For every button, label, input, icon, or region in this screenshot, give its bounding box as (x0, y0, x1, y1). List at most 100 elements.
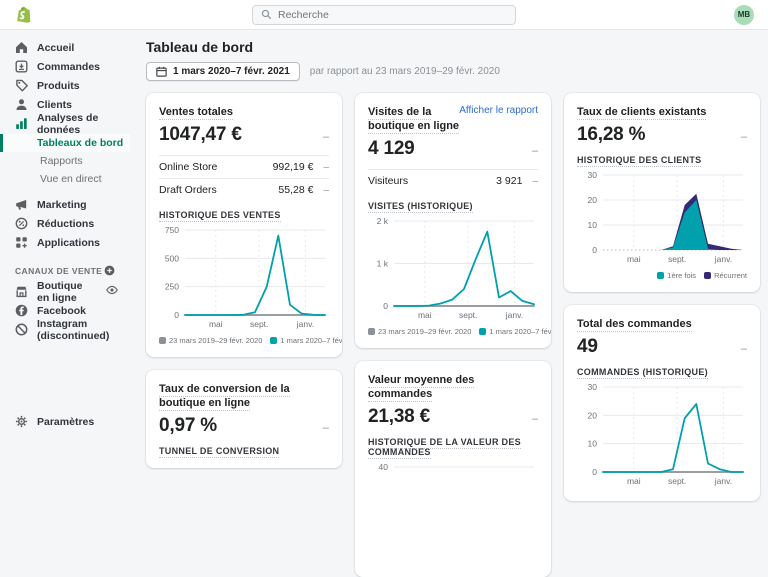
search-icon (261, 9, 272, 20)
metric-delta: – (322, 422, 329, 434)
gear-icon (15, 415, 28, 428)
svg-text:20: 20 (588, 195, 598, 205)
metric-title[interactable]: Taux de conversion de la boutique en lig… (159, 383, 290, 411)
date-range-button[interactable]: 1 mars 2020–7 févr. 2021 (146, 62, 300, 81)
analytics-icon (15, 117, 28, 130)
sidebar-subitem-vue-en-direct[interactable]: Vue en direct (40, 173, 102, 185)
svg-text:20: 20 (588, 410, 598, 420)
svg-text:750: 750 (165, 225, 179, 235)
sidebar-item-marketing[interactable]: Marketing (0, 195, 130, 214)
metric-value: 16,28 % (577, 124, 646, 145)
add-channel-icon[interactable] (104, 265, 115, 276)
svg-text:mai: mai (209, 319, 223, 329)
sidebar-item-reductions[interactable]: Réductions (0, 214, 130, 233)
search-bar[interactable] (252, 4, 516, 25)
analytics-subnav: Tableaux de bord Rapports Vue en direct (0, 134, 130, 188)
visits-history-chart: 0 1 k 2 k mai sept. janv. (368, 216, 538, 323)
metric-delta: – (740, 131, 747, 143)
sales-channels-header: CANAUX DE VENTE (15, 265, 115, 276)
avatar[interactable]: MB (734, 4, 754, 25)
sidebar-item-analyses[interactable]: Analyses de données (0, 112, 130, 136)
section-title[interactable]: TUNNEL DE CONVERSION (159, 446, 280, 458)
orders-icon (15, 60, 28, 73)
sidebar-item-produits[interactable]: Produits (0, 76, 130, 95)
svg-text:0: 0 (383, 301, 388, 311)
card-returning-customer-rate: Taux de clients existants 16,28 % – HIST… (564, 93, 760, 292)
svg-text:mai: mai (418, 310, 432, 320)
view-report-link[interactable]: Afficher le rapport (459, 105, 538, 116)
svg-text:janv.: janv. (296, 319, 314, 329)
sidebar-item-parametres[interactable]: Paramètres (0, 412, 130, 431)
svg-text:sept.: sept. (668, 476, 686, 486)
discounts-icon (15, 217, 28, 230)
section-title[interactable]: HISTORIQUE DES CLIENTS (577, 155, 702, 167)
metric-value: 1047,47 € (159, 124, 242, 145)
metric-value: 4 129 (368, 138, 415, 159)
sidebar-item-instagram-discontinued[interactable]: Instagram (discontinued) (0, 318, 130, 342)
svg-text:10: 10 (588, 439, 598, 449)
svg-text:40: 40 (379, 462, 389, 472)
breakdown-row: Draft Orders 55,28 € – (159, 178, 329, 201)
metric-delta: – (531, 413, 538, 425)
metric-title[interactable]: Taux de clients existants (577, 106, 707, 120)
sidebar-item-boutique-en-ligne[interactable]: Boutique en ligne (0, 280, 130, 304)
facebook-icon (15, 304, 28, 317)
metric-value: 21,38 € (368, 406, 430, 427)
svg-text:0: 0 (174, 310, 179, 320)
legend-item: 23 mars 2019–29 févr. 2020 (159, 336, 262, 345)
customers-icon (15, 98, 28, 111)
calendar-icon (156, 66, 167, 77)
sidebar-subitem-rapports[interactable]: Rapports (40, 155, 83, 167)
svg-text:500: 500 (165, 253, 179, 263)
metric-delta: – (531, 145, 538, 157)
metric-title[interactable]: Ventes totales (159, 106, 233, 120)
main-content: Tableau de bord 1 mars 2020–7 févr. 2021… (130, 30, 768, 577)
chart-legend: 23 mars 2019–29 févr. 2020 1 mars 2020–7 … (368, 327, 551, 336)
chart-legend: 1ère fois Récurrent (577, 271, 747, 280)
legend-item: 1 mars 2020–7 févr. 2021 (270, 336, 342, 345)
search-input[interactable] (278, 8, 507, 21)
svg-text:30: 30 (588, 170, 598, 180)
svg-text:mai: mai (627, 254, 641, 264)
sales-history-chart: 0 250 500 750 mai sept. janv. (159, 225, 329, 332)
sidebar-item-commandes[interactable]: Commandes (0, 57, 130, 76)
legend-item: 1 mars 2020–7 févr. 2021 (479, 327, 551, 336)
svg-text:1 k: 1 k (377, 259, 389, 269)
page-title: Tableau de bord (146, 39, 254, 55)
section-title[interactable]: VISITES (HISTORIQUE) (368, 201, 473, 213)
metric-delta: – (322, 131, 329, 143)
svg-text:sept.: sept. (668, 254, 686, 264)
comparison-range-label: par rapport au 23 mars 2019–29 févr. 202… (309, 66, 500, 77)
order-value-history-chart: 40 (368, 462, 538, 565)
sidebar-item-facebook[interactable]: Facebook (0, 301, 130, 320)
card-total-sales: Ventes totales 1047,47 € – Online Store … (146, 93, 342, 357)
sidebar-item-applications[interactable]: Applications (0, 233, 130, 252)
section-title[interactable]: HISTORIQUE DE LA VALEUR DES COMMANDES (368, 437, 521, 459)
sidebar-item-clients[interactable]: Clients (0, 95, 130, 114)
orders-history-chart: 0 10 20 30 mai sept. janv. (577, 382, 747, 489)
metric-title[interactable]: Valeur moyenne des commandes (368, 374, 475, 402)
legend-item: 23 mars 2019–29 févr. 2020 (368, 327, 471, 336)
products-icon (15, 79, 28, 92)
svg-text:janv.: janv. (714, 476, 732, 486)
eye-icon[interactable] (106, 285, 118, 298)
card-conversion-rate: Taux de conversion de la boutique en lig… (146, 370, 342, 468)
sidebar-subitem-tableaux-de-bord[interactable]: Tableaux de bord (0, 134, 130, 152)
shopify-logo-icon[interactable] (16, 6, 32, 24)
svg-text:250: 250 (165, 282, 179, 292)
section-title[interactable]: COMMANDES (HISTORIQUE) (577, 367, 708, 379)
metric-value: 49 (577, 336, 598, 357)
card-total-orders: Total des commandes 49 – COMMANDES (HIST… (564, 305, 760, 501)
svg-text:sept.: sept. (459, 310, 477, 320)
sidebar-item-accueil[interactable]: Accueil (0, 38, 130, 57)
blocked-icon (15, 323, 28, 336)
legend-item: Récurrent (704, 271, 747, 280)
home-icon (15, 41, 28, 54)
customers-history-chart: 0 10 20 30 mai sept. janv. (577, 170, 747, 267)
metric-value: 0,97 % (159, 415, 217, 436)
section-title[interactable]: HISTORIQUE DES VENTES (159, 210, 281, 222)
svg-text:sept.: sept. (250, 319, 268, 329)
metric-title[interactable]: Total des commandes (577, 318, 692, 332)
svg-text:2 k: 2 k (377, 216, 389, 226)
metric-title[interactable]: Visites de la boutique en ligne (368, 106, 460, 134)
